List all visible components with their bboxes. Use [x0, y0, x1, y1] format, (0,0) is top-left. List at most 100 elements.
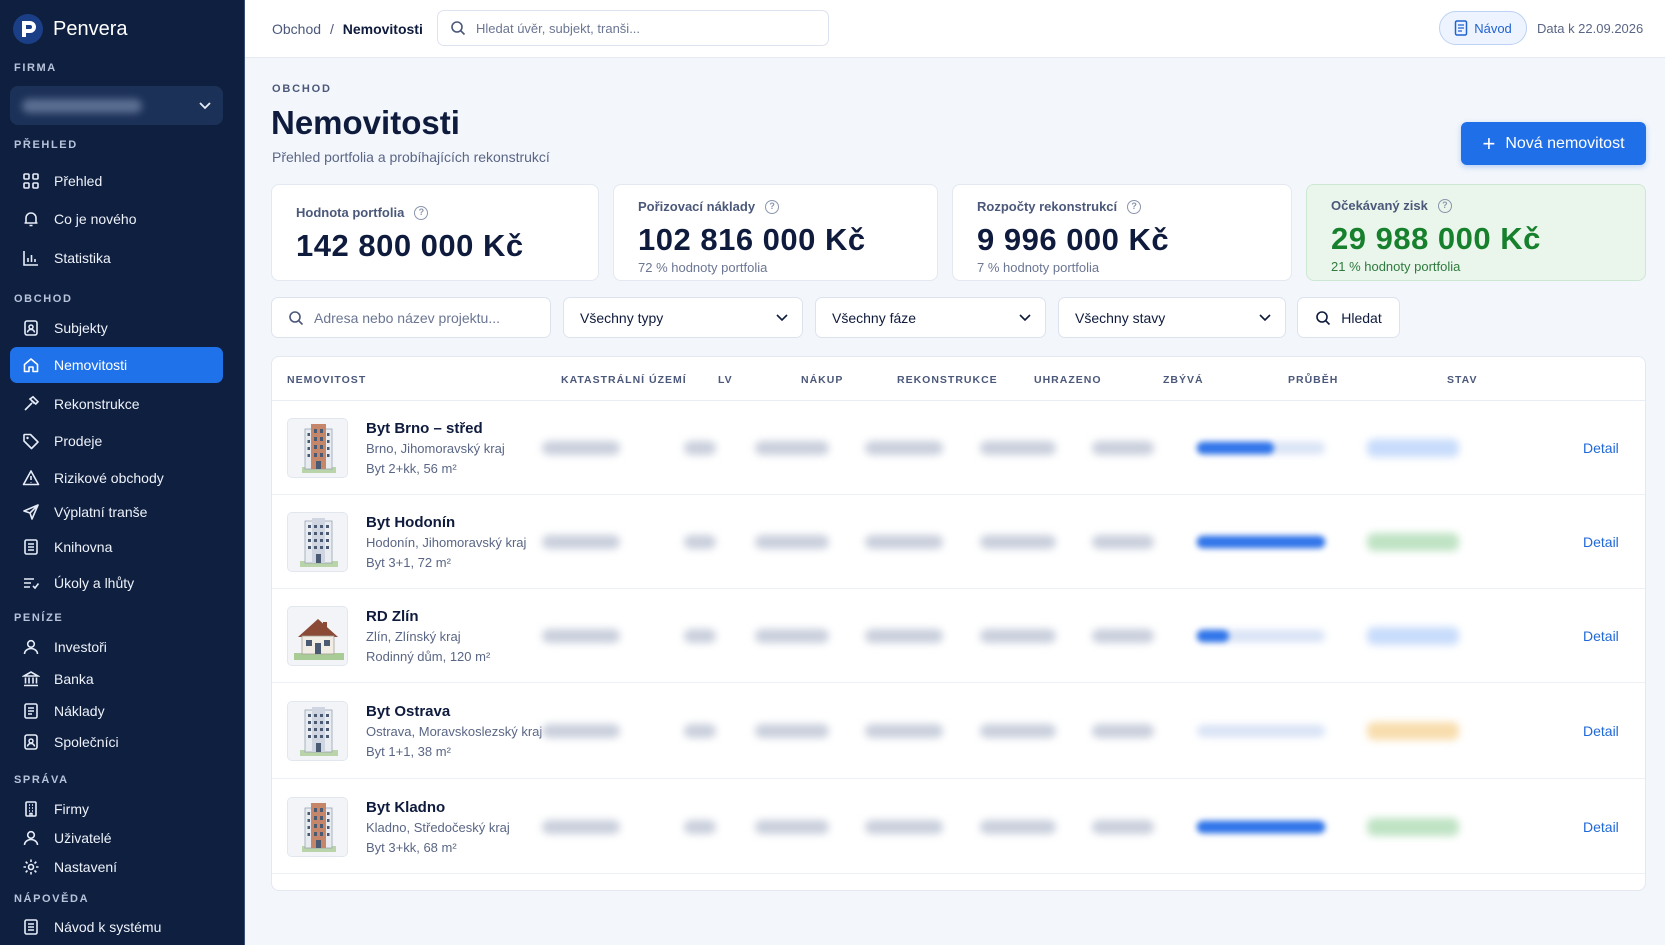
- search-button[interactable]: Hledat: [1297, 297, 1400, 338]
- detail-link[interactable]: Detail: [1583, 534, 1619, 550]
- document-icon: [24, 539, 38, 555]
- sidebar-item-nastaveni[interactable]: Nastavení: [10, 849, 223, 885]
- table-row[interactable]: RD Zlín Zlín, Zlínský kraj Rodinný dům, 12…: [272, 589, 1645, 683]
- column-header[interactable]: NEMOVITOST: [287, 374, 367, 386]
- property-location: Zlín, Zlínský kraj: [366, 629, 461, 644]
- breadcrumb-parent[interactable]: Obchod: [272, 21, 322, 37]
- guide-button[interactable]: Návod: [1439, 11, 1527, 45]
- sidebar-item-label: Společníci: [54, 734, 119, 750]
- sidebar-item-co-je-noveho[interactable]: Co je nového: [10, 201, 223, 237]
- sidebar-item-subjekty[interactable]: Subjekty: [10, 310, 223, 346]
- stat-value: 29 988 000 Kč: [1331, 221, 1541, 256]
- detail-link[interactable]: Detail: [1583, 818, 1619, 835]
- sidebar-item-rizikove-obchody[interactable]: Rizikové obchody: [10, 460, 223, 496]
- table-row[interactable]: Byt Kladno Kladno, Středočeský kraj Byt 3+…: [272, 779, 1645, 874]
- sidebar-item-label: Subjekty: [54, 320, 108, 336]
- sidebar-item-label: Firmy: [54, 801, 89, 817]
- section-label-prehled: PŘEHLED: [14, 139, 78, 151]
- stat-note: 72 % hodnoty portfolia: [638, 260, 768, 275]
- property-name[interactable]: Byt Kladno: [366, 798, 446, 816]
- page-overline: OBCHOD: [272, 83, 332, 95]
- sidebar-item-navod-k-systemu[interactable]: Návod k systému: [10, 909, 223, 945]
- detail-link[interactable]: Detail: [1583, 628, 1619, 644]
- sidebar-item-ukoly-a-lhuty[interactable]: Úkoly a lhůty: [10, 565, 223, 601]
- sidebar-item-firmy[interactable]: Firmy: [10, 791, 223, 827]
- column-header[interactable]: STAV: [1447, 374, 1478, 386]
- guide-button-label: Návod: [1474, 20, 1512, 36]
- sidebar-item-prodeje[interactable]: Prodeje: [10, 423, 223, 459]
- bar-chart-icon: [23, 251, 38, 266]
- status-filter-select[interactable]: Všechny stavy: [1058, 297, 1286, 338]
- sidebar-item-label: Přehled: [54, 173, 103, 189]
- sidebar-item-label: Statistika: [54, 250, 111, 266]
- help-icon[interactable]: ?: [1127, 199, 1142, 214]
- sidebar-item-label: Prodeje: [54, 433, 103, 449]
- property-description: Byt 1+1, 38 m²: [366, 744, 451, 759]
- chevron-down-icon: [1019, 313, 1031, 321]
- stat-card-renovation-budgets: Rozpočty rekonstrukcí? 9 996 000 Kč 7 % …: [952, 184, 1292, 281]
- sidebar-item-banka[interactable]: Banka: [10, 661, 223, 697]
- brand[interactable]: Penvera: [0, 0, 244, 58]
- type-filter-value: Všechny typy: [580, 309, 664, 326]
- sidebar-item-knihovna[interactable]: Knihovna: [10, 529, 223, 565]
- search-icon: [451, 21, 466, 36]
- new-property-button[interactable]: + Nová nemovitost: [1461, 122, 1646, 165]
- column-header[interactable]: UHRAZENO: [1034, 374, 1102, 386]
- sidebar-item-statistika[interactable]: Statistika: [10, 240, 223, 276]
- chevron-down-icon: [1259, 313, 1271, 321]
- table-row[interactable]: Byt Brno – střed Brno, Jihomoravský kraj B…: [272, 401, 1645, 495]
- section-label-obchod: OBCHOD: [14, 293, 73, 305]
- sidebar-item-naklady[interactable]: Náklady: [10, 693, 223, 729]
- sidebar-item-vyplatni-transe[interactable]: Výplatní tranše: [10, 494, 223, 530]
- contact-icon: [24, 320, 38, 336]
- column-header[interactable]: REKONSTRUKCE: [897, 374, 998, 386]
- detail-link[interactable]: Detail: [1583, 723, 1619, 739]
- property-name[interactable]: Byt Hodonín: [366, 514, 456, 531]
- sidebar-item-investori[interactable]: Investoři: [10, 629, 223, 665]
- redacted-value: [980, 819, 1056, 834]
- sidebar-item-rekonstrukce[interactable]: Rekonstrukce: [10, 386, 223, 422]
- help-icon[interactable]: ?: [1437, 198, 1452, 213]
- type-filter-select[interactable]: Všechny typy: [563, 297, 803, 338]
- firm-select[interactable]: [10, 86, 223, 125]
- global-search-input[interactable]: Hledat úvěr, subjekt, tranši...: [437, 10, 829, 46]
- send-icon: [23, 504, 39, 520]
- property-name[interactable]: Byt Ostrava: [366, 703, 451, 720]
- building-icon: [25, 801, 37, 817]
- redacted-value: [684, 535, 716, 549]
- table-row[interactable]: Byt Ostrava Ostrava, Moravskoslezský kraj…: [272, 683, 1645, 779]
- sidebar-item-nemovitosti[interactable]: Nemovitosti: [10, 347, 223, 383]
- column-header[interactable]: PRŮBĚH: [1288, 374, 1339, 386]
- redacted-value: [542, 819, 620, 834]
- stat-value: 102 816 000 Kč: [638, 222, 866, 257]
- column-header[interactable]: ZBÝVÁ: [1163, 374, 1204, 386]
- detail-link[interactable]: Detail: [1583, 440, 1619, 456]
- column-header[interactable]: KATASTRÁLNÍ ÚZEMÍ: [561, 374, 687, 386]
- sidebar-item-label: Banka: [54, 671, 94, 687]
- phase-filter-select[interactable]: Všechny fáze: [815, 297, 1046, 338]
- bank-icon: [22, 671, 40, 687]
- gear-icon: [23, 859, 39, 875]
- property-name[interactable]: RD Zlín: [366, 608, 419, 625]
- property-search-input[interactable]: Adresa nebo název projektu...: [271, 297, 551, 338]
- redacted-value: [542, 629, 620, 643]
- sidebar: Penvera FIRMA PŘEHLED Přehled Co je nové…: [0, 0, 245, 945]
- sidebar-item-prehled[interactable]: Přehled: [10, 163, 223, 199]
- tasks-icon: [24, 578, 40, 590]
- column-header[interactable]: NÁKUP: [801, 374, 844, 386]
- column-header[interactable]: LV: [718, 374, 733, 386]
- stat-note: 21 % hodnoty portfolia: [1331, 259, 1461, 274]
- stat-value: 142 800 000 Kč: [296, 228, 524, 263]
- table-row[interactable]: Byt Hodonín Hodonín, Jihomoravský kraj Byt…: [272, 495, 1645, 589]
- topbar: Obchod / Nemovitosti Hledat úvěr, subjek…: [245, 0, 1665, 58]
- help-icon[interactable]: ?: [765, 199, 780, 214]
- sidebar-item-uzivatele[interactable]: Uživatelé: [10, 820, 223, 856]
- redacted-value: [865, 819, 943, 834]
- redacted-value: [1092, 724, 1154, 738]
- progress-fill: [1197, 630, 1229, 642]
- sidebar-item-label: Investoři: [54, 639, 107, 655]
- search-icon: [1316, 310, 1331, 325]
- sidebar-item-spolecnici[interactable]: Společníci: [10, 724, 223, 760]
- property-name[interactable]: Byt Brno – střed: [366, 420, 483, 437]
- help-icon[interactable]: ?: [414, 205, 429, 220]
